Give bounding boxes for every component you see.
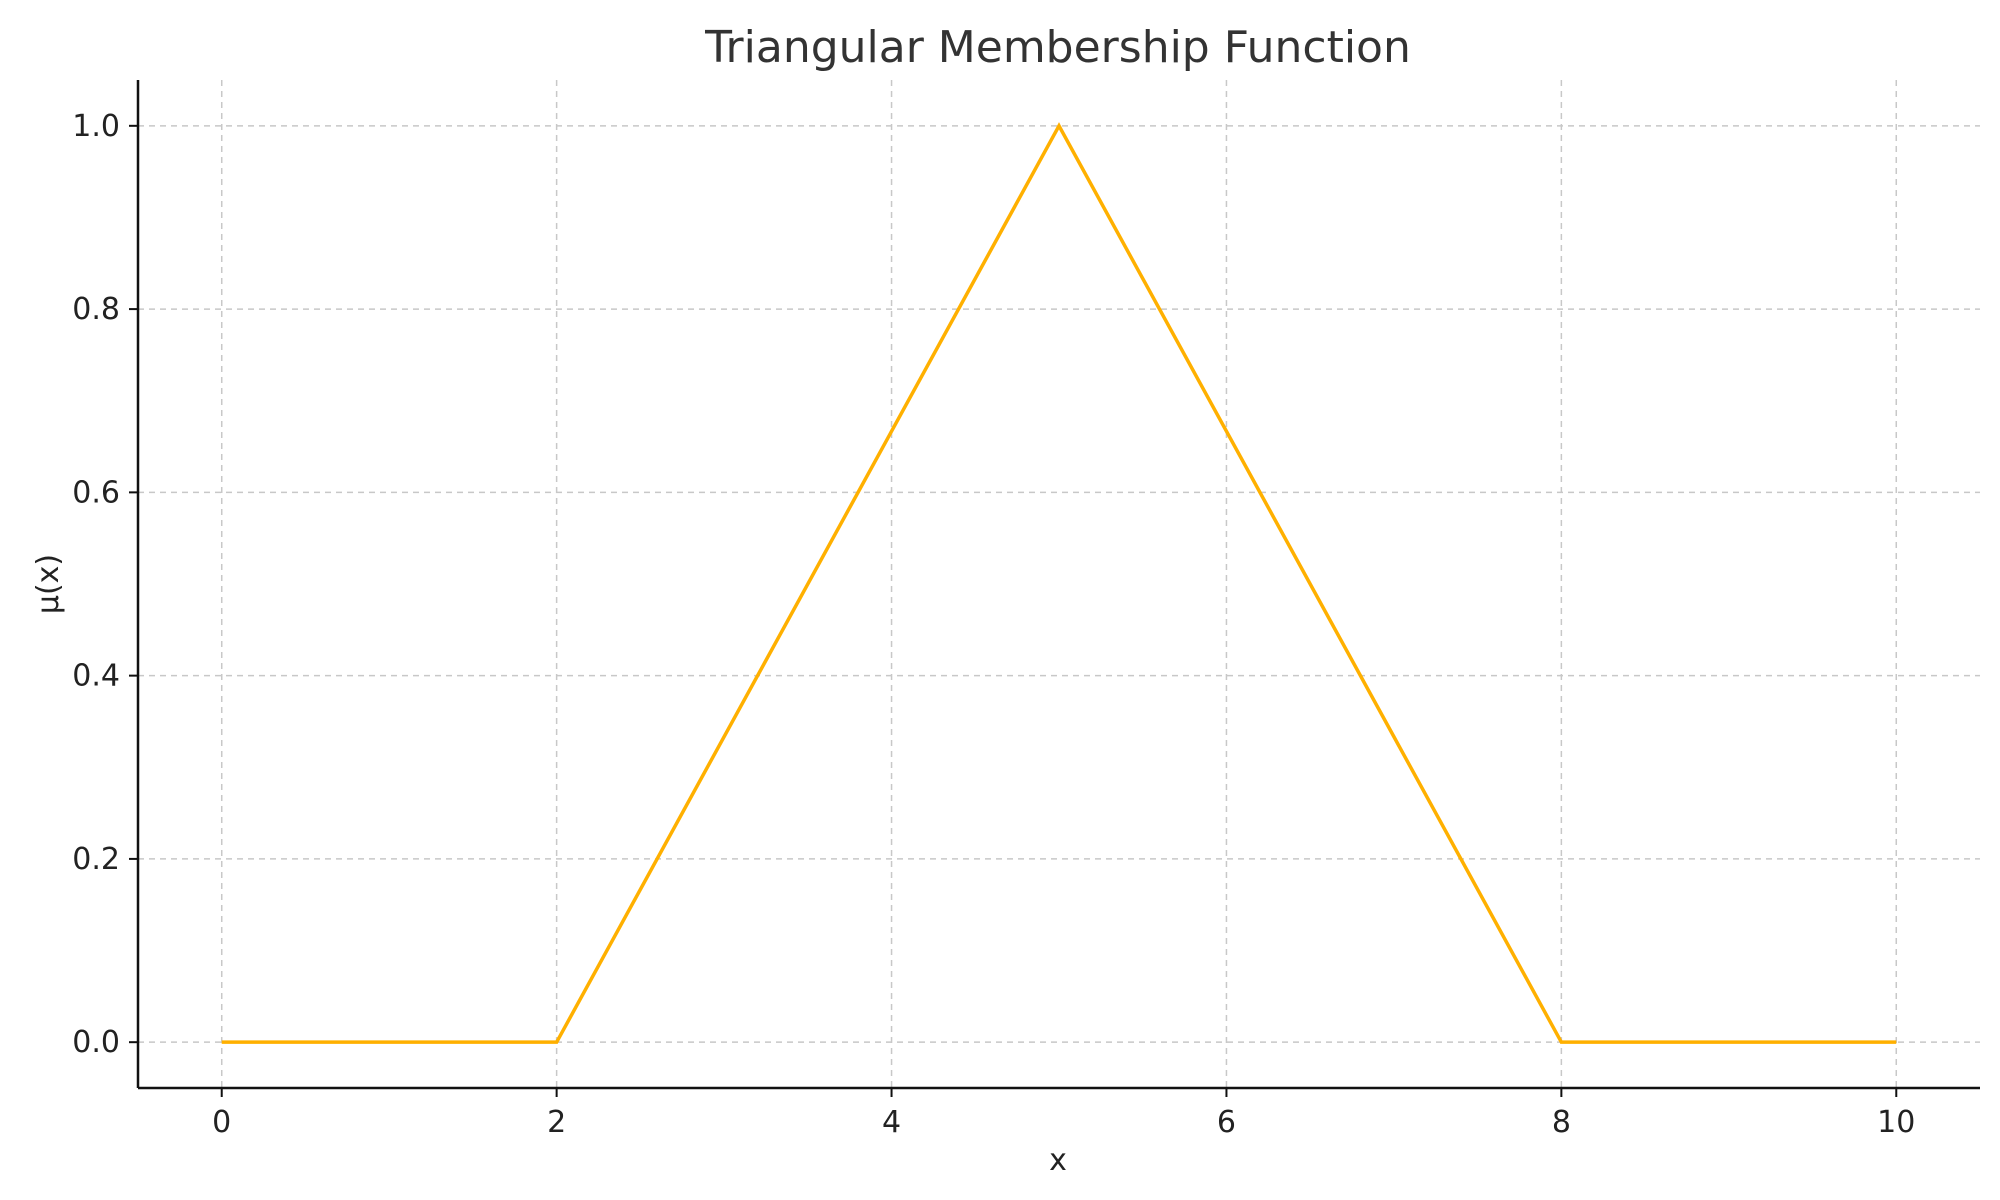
grid-layer [138, 80, 1980, 1088]
tick-layer: 0 2 4 6 8 10 0.0 0.2 0.4 0.6 0.8 1.0 [72, 109, 1915, 1140]
x-tick-label: 4 [882, 1105, 901, 1140]
series-layer [221, 122, 1897, 1044]
y-tick-label: 0.8 [72, 292, 120, 327]
y-tick-label: 1.0 [72, 109, 120, 144]
membership-function-line [221, 122, 1897, 1044]
x-tick-label: 2 [547, 1105, 566, 1140]
x-tick-label: 0 [212, 1105, 231, 1140]
y-tick-label: 0.0 [72, 1025, 120, 1060]
x-tick-label: 10 [1877, 1105, 1915, 1140]
axes-layer [136, 80, 1980, 1090]
y-tick-label: 0.6 [72, 475, 120, 510]
x-axis-label: x [1049, 1143, 1067, 1178]
y-axis-label: μ(x) [31, 554, 66, 614]
y-tick-label: 0.4 [72, 659, 120, 694]
x-tick-label: 6 [1217, 1105, 1236, 1140]
x-tick-label: 8 [1552, 1105, 1571, 1140]
chart-title: Triangular Membership Function [704, 22, 1411, 73]
y-tick-label: 0.2 [72, 842, 120, 877]
